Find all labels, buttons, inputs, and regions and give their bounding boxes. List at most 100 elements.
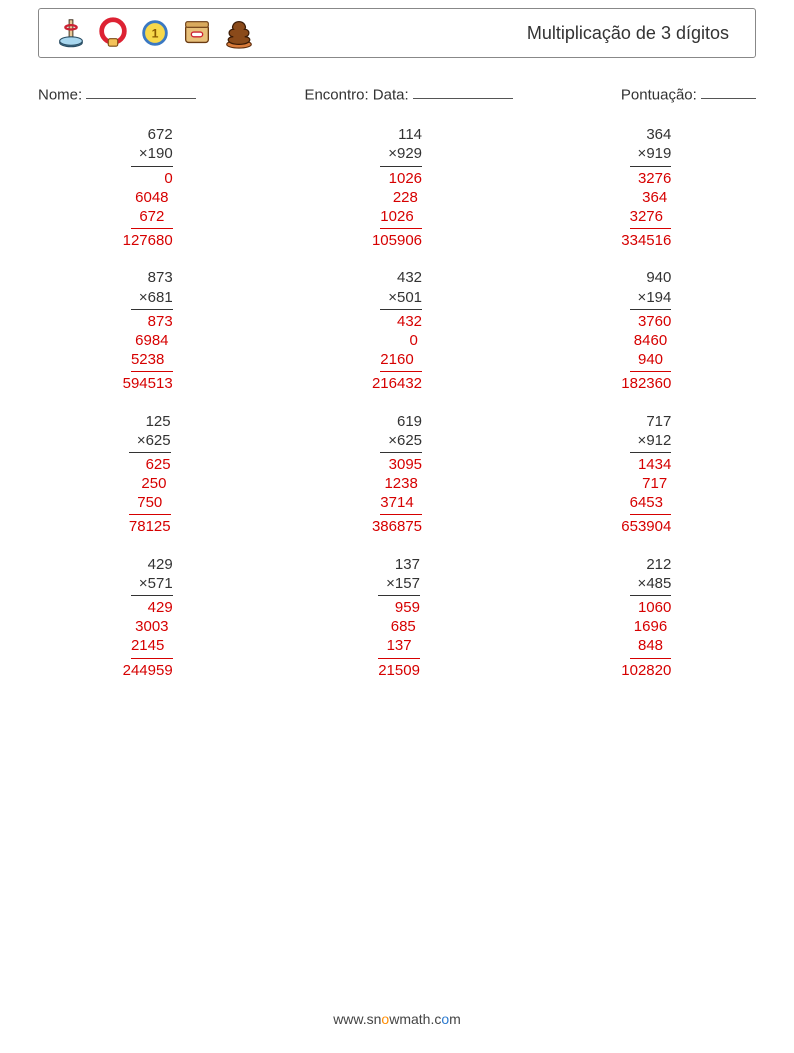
problem-line: 21509	[374, 661, 420, 680]
problem-line: 432	[372, 312, 422, 331]
problem-line: 0	[372, 331, 422, 350]
problem-line: 653904	[621, 517, 671, 536]
problem-line: 594513	[123, 374, 173, 393]
problem-line: 78125	[125, 517, 171, 536]
problem-line: 940	[621, 350, 671, 369]
problem-line: 250	[125, 474, 171, 493]
date-field: Encontro: Data:	[304, 84, 512, 103]
problem-line: 3003	[123, 617, 173, 636]
problem-line: ×485	[621, 574, 671, 593]
header-box: 1 Multiplicação de 3 dígitos	[38, 8, 756, 58]
problem-line: ×681	[123, 288, 173, 307]
problem-line: ×919	[621, 144, 671, 163]
problem-line: 1696	[621, 617, 671, 636]
problem-line: 1026	[372, 169, 422, 188]
problem-line: 114	[372, 125, 422, 144]
problem-line: 386875	[372, 517, 422, 536]
problem-line: 216432	[372, 374, 422, 393]
problem-line: 3095	[372, 455, 422, 474]
bone-bag-icon	[179, 15, 215, 51]
problem-line: 672	[123, 125, 173, 144]
problem-line: ×190	[123, 144, 173, 163]
problem-line: ×157	[374, 574, 420, 593]
name-label: Nome:	[38, 86, 82, 103]
multiplication-problem: 873 ×681 873 6984 5238 594513	[123, 268, 173, 393]
header-icons: 1	[53, 15, 257, 51]
encontro-label: Encontro: Data:	[304, 86, 408, 103]
problem-line: 432	[372, 268, 422, 287]
problem-line: 137	[374, 636, 420, 655]
problem-line: 6453	[621, 493, 671, 512]
problem-line: 1026	[372, 207, 422, 226]
footer-part: m	[449, 1011, 461, 1027]
problem-line: 717	[621, 474, 671, 493]
poop-icon	[221, 15, 257, 51]
problem-line: 625	[125, 455, 171, 474]
problem-line: 873	[123, 268, 173, 287]
multiplication-problem: 432 ×501 432 0 2160 216432	[372, 268, 422, 393]
multiplication-problem: 364 ×919 3276 364 3276 334516	[621, 125, 671, 250]
problem-line: 212	[621, 555, 671, 574]
problem-line: 619	[372, 412, 422, 431]
problem-line: ×912	[621, 431, 671, 450]
problem-line: 3276	[621, 169, 671, 188]
page-title: Multiplicação de 3 dígitos	[527, 23, 741, 44]
problem-line: 717	[621, 412, 671, 431]
medal-icon: 1	[137, 15, 173, 51]
multiplication-problem: 114 ×929 1026 228 1026 105906	[372, 125, 422, 250]
problem-line: 3760	[621, 312, 671, 331]
name-line	[86, 84, 196, 99]
problem-line: 127680	[123, 231, 173, 250]
problem-line: 3276	[621, 207, 671, 226]
problem-line: 334516	[621, 231, 671, 250]
problem-line: 2145	[123, 636, 173, 655]
multiplication-problem: 429 ×571 429 3003 2145 244959	[123, 555, 173, 680]
problem-line: 429	[123, 555, 173, 574]
name-field: Nome:	[38, 84, 196, 103]
ring-toss-icon	[53, 15, 89, 51]
problem-line: 8460	[621, 331, 671, 350]
problems-grid: 672 ×190 0 6048 672 127680 114 ×929 1026…	[38, 125, 756, 680]
problem-line: ×929	[372, 144, 422, 163]
svg-text:1: 1	[152, 27, 159, 41]
problem-line: 672	[123, 207, 173, 226]
footer-highlight-2: o	[441, 1011, 449, 1027]
problem-line: ×571	[123, 574, 173, 593]
info-row: Nome: Encontro: Data: Pontuação:	[38, 84, 756, 103]
problem-line: 105906	[372, 231, 422, 250]
problem-line: 429	[123, 598, 173, 617]
problem-line: 848	[621, 636, 671, 655]
footer-part: www.sn	[333, 1011, 381, 1027]
multiplication-problem: 940 ×194 3760 8460 940 182360	[621, 268, 671, 393]
problem-line: 1238	[372, 474, 422, 493]
problem-line: ×194	[621, 288, 671, 307]
problem-line: 2160	[372, 350, 422, 369]
multiplication-problem: 717 ×912 1434 717 6453 653904	[621, 412, 671, 537]
ring-toy-icon	[95, 15, 131, 51]
problem-line: 959	[374, 598, 420, 617]
problem-line: 182360	[621, 374, 671, 393]
problem-line: 3714	[372, 493, 422, 512]
footer-url: www.snowmath.com	[0, 1011, 794, 1027]
problem-line: 137	[374, 555, 420, 574]
problem-line: 685	[374, 617, 420, 636]
problem-line: 364	[621, 125, 671, 144]
problem-line: 6048	[123, 188, 173, 207]
problem-line: 873	[123, 312, 173, 331]
problem-line: ×625	[372, 431, 422, 450]
problem-line: 244959	[123, 661, 173, 680]
footer-part: wmath.c	[389, 1011, 441, 1027]
problem-line: ×625	[125, 431, 171, 450]
problem-line: 125	[125, 412, 171, 431]
score-line	[701, 84, 756, 99]
score-field: Pontuação:	[621, 84, 756, 103]
problem-line: 750	[125, 493, 171, 512]
problem-line: ×501	[372, 288, 422, 307]
date-line	[413, 84, 513, 99]
problem-line: 940	[621, 268, 671, 287]
multiplication-problem: 619 ×625 3095 1238 3714 386875	[372, 412, 422, 537]
multiplication-problem: 125 ×625 625 250 750 78125	[125, 412, 171, 537]
score-label: Pontuação:	[621, 86, 697, 103]
problem-line: 228	[372, 188, 422, 207]
problem-line: 0	[123, 169, 173, 188]
